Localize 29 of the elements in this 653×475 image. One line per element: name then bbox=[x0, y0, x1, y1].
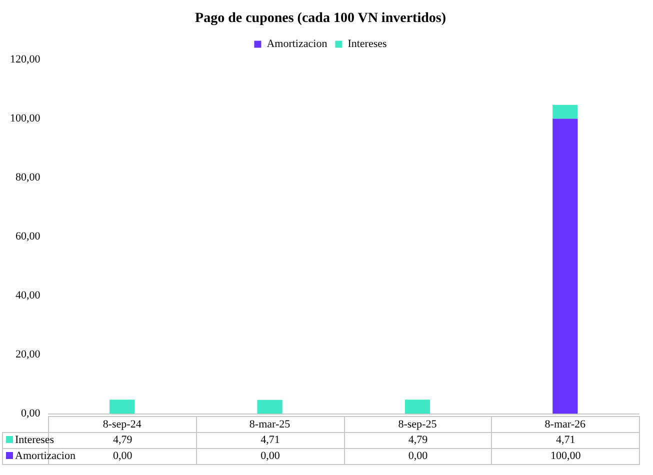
data-label: 0,00 bbox=[112, 450, 132, 462]
text: Amortizacion bbox=[15, 450, 76, 462]
y-tick-label: 80,00 bbox=[16, 172, 41, 184]
y-tick-label: 100,00 bbox=[10, 112, 41, 125]
bar bbox=[404, 400, 430, 414]
data-label: 4,71 bbox=[196, 432, 344, 448]
x-tick-label: 8-mar-26 bbox=[544, 418, 586, 430]
bar bbox=[552, 104, 578, 119]
data-label: 0,00 bbox=[196, 448, 344, 464]
data-label: 100,00 bbox=[492, 448, 640, 464]
chart-title: Pago de cupones (cada 100 VN invertidos) bbox=[195, 11, 446, 26]
data-label: 4,71 bbox=[492, 432, 640, 448]
y-tick-label: 120,00 bbox=[10, 54, 41, 66]
x-tick-label: 8-mar-25 bbox=[249, 418, 291, 430]
bar bbox=[257, 400, 282, 414]
bar bbox=[110, 400, 135, 414]
y-tick-label: 20,00 bbox=[16, 348, 41, 361]
data-label: 4,79 bbox=[112, 434, 132, 446]
y-tick-label: 40,00 bbox=[16, 290, 41, 302]
legend-label: Amortizacion bbox=[266, 38, 328, 50]
y-tick-label: 60,00 bbox=[16, 230, 41, 243]
data-label: 0,00 bbox=[344, 448, 492, 464]
y-tick-label: 0,00 bbox=[21, 408, 41, 420]
x-tick-label: 8-sep-24 bbox=[102, 418, 142, 430]
x-tick-label: 8-sep-25 bbox=[398, 418, 438, 430]
bar bbox=[552, 118, 578, 414]
legend-label: Intereses bbox=[348, 38, 387, 50]
text: Intereses bbox=[15, 434, 54, 446]
data-label: 4,79 bbox=[344, 432, 492, 448]
